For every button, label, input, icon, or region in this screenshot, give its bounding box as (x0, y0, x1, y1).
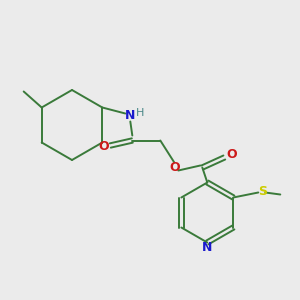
Text: N: N (125, 109, 136, 122)
Text: O: O (98, 140, 109, 153)
Text: S: S (258, 185, 267, 198)
Text: N: N (202, 241, 212, 254)
Text: H: H (136, 107, 145, 118)
Text: O: O (169, 161, 180, 174)
Text: O: O (226, 148, 237, 161)
